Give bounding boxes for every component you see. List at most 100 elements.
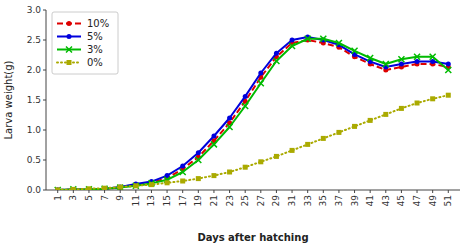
point — [102, 186, 107, 190]
point — [55, 188, 60, 191]
x-tick — [338, 190, 339, 193]
x-axis-line — [46, 190, 460, 191]
point — [71, 187, 76, 190]
point — [118, 185, 123, 190]
point — [305, 36, 311, 42]
point — [320, 36, 326, 42]
x-tick — [167, 190, 168, 193]
legend-marker — [67, 60, 72, 65]
x-tick — [229, 190, 230, 193]
point — [290, 38, 295, 43]
point — [258, 159, 263, 164]
x-tick — [276, 190, 277, 193]
point — [367, 55, 373, 61]
point — [165, 180, 170, 185]
y-tick — [43, 70, 46, 71]
x-tick-label: 35 — [318, 195, 328, 206]
x-tick — [104, 190, 105, 193]
x-tick-label: 39 — [350, 195, 360, 207]
point — [118, 185, 123, 190]
x-tick-label: 45 — [396, 195, 406, 206]
y-axis-label: Larva weight(g) — [3, 60, 14, 139]
point — [55, 187, 61, 190]
point — [399, 62, 404, 67]
point — [445, 67, 451, 73]
point — [368, 118, 373, 123]
x-tick-label: 15 — [162, 195, 172, 206]
legend-label: 5% — [87, 31, 103, 42]
x-tick — [260, 190, 261, 193]
legend-marker — [67, 21, 72, 26]
point — [211, 141, 217, 147]
point — [86, 187, 91, 190]
x-tick — [323, 190, 324, 193]
x-tick-label: 47 — [412, 195, 422, 206]
point — [383, 112, 388, 117]
x-tick — [370, 190, 371, 193]
point — [180, 179, 185, 184]
point — [274, 51, 279, 56]
x-tick-label: 21 — [209, 195, 219, 206]
point — [336, 130, 341, 135]
x-tick-label: 43 — [381, 195, 391, 206]
point — [415, 59, 420, 64]
point — [196, 176, 201, 181]
x-tick — [182, 190, 183, 193]
legend-label: 10% — [87, 18, 109, 29]
x-tick-label: 25 — [240, 195, 250, 206]
x-tick — [417, 190, 418, 193]
point — [289, 43, 295, 49]
series — [55, 93, 451, 190]
point — [258, 80, 264, 86]
x-tick — [151, 190, 152, 193]
point — [430, 96, 435, 101]
point — [70, 186, 76, 190]
x-tick-label: 29 — [271, 195, 281, 207]
legend-label: 0% — [87, 57, 103, 68]
x-tick-label: 5 — [84, 195, 94, 201]
x-tick-label: 33 — [303, 195, 313, 206]
legend-box — [52, 12, 118, 74]
x-tick — [245, 190, 246, 193]
point — [273, 58, 279, 64]
x-tick-label: 7 — [100, 195, 110, 201]
point — [290, 148, 295, 153]
point — [446, 93, 451, 98]
x-tick-label: 11 — [131, 195, 141, 206]
y-tick-label: 0.0 — [27, 185, 42, 195]
x-tick — [88, 190, 89, 193]
axes: 1357911131517192123252729313335373941434… — [27, 5, 460, 206]
point — [86, 186, 91, 190]
point — [430, 59, 435, 64]
x-tick-label: 9 — [115, 195, 125, 201]
point — [243, 165, 248, 170]
point — [118, 185, 123, 190]
x-tick-label: 27 — [256, 195, 266, 206]
point — [86, 187, 91, 190]
point — [430, 54, 436, 60]
point — [211, 134, 216, 139]
x-tick — [354, 190, 355, 193]
point — [274, 154, 279, 159]
legend-marker — [66, 47, 72, 53]
point — [242, 103, 248, 109]
x-tick — [432, 190, 433, 193]
point — [55, 188, 60, 191]
point — [227, 116, 232, 121]
x-tick-label: 31 — [287, 195, 297, 206]
chart: 1357911131517192123252729313335373941434… — [0, 0, 470, 246]
x-tick — [292, 190, 293, 193]
x-axis-label: Days after hatching — [197, 232, 308, 243]
legend-marker — [67, 34, 72, 39]
y-tick-label: 2.0 — [27, 65, 42, 75]
point — [336, 40, 342, 46]
x-tick — [401, 190, 402, 193]
legend-label: 3% — [87, 44, 103, 55]
y-tick — [43, 100, 46, 101]
y-tick — [43, 40, 46, 41]
point — [398, 56, 404, 62]
x-tick-label: 51 — [443, 195, 453, 206]
point — [258, 71, 263, 76]
x-tick-label: 3 — [68, 195, 78, 201]
x-tick-label: 37 — [334, 195, 344, 206]
